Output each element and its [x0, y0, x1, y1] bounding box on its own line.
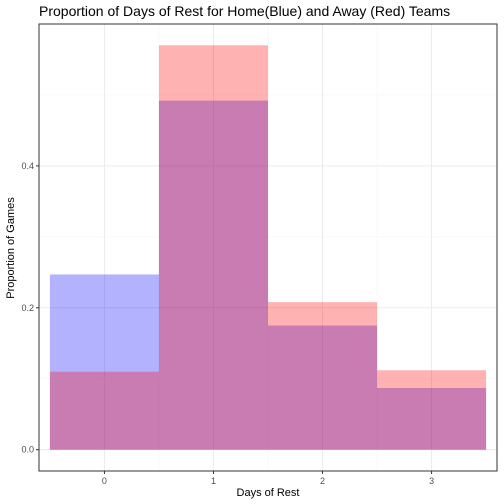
- x-axis-title: Days of Rest: [237, 487, 300, 499]
- bar-series-1-2: [268, 302, 378, 450]
- x-tick-label: 3: [429, 476, 434, 486]
- y-tick-label: 0.0: [21, 445, 34, 455]
- bar-series-1-3: [377, 370, 487, 450]
- y-axis-title: Proportion of Games: [5, 197, 17, 299]
- bar-series-1-1: [158, 45, 268, 450]
- x-tick-label: 2: [320, 476, 325, 486]
- y-tick-label: 0.4: [21, 161, 34, 171]
- bar-series-1-0: [49, 371, 159, 450]
- y-tick-label: 0.2: [21, 303, 34, 313]
- bars: [49, 45, 487, 450]
- grid: [39, 24, 497, 471]
- bar-series-0-1: [158, 100, 268, 450]
- x-tick-label: 1: [211, 476, 216, 486]
- bar-series-0-0: [49, 274, 159, 450]
- panel-border: [38, 23, 498, 472]
- chart-title: Proportion of Days of Rest for Home(Blue…: [39, 3, 450, 19]
- bar-series-0-3: [377, 387, 487, 450]
- bar-series-0-2: [268, 325, 378, 450]
- y-axis: 0.0 0.2 0.4: [21, 161, 39, 455]
- x-tick-label: 0: [102, 476, 107, 486]
- x-axis: 0 1 2 3: [102, 471, 434, 486]
